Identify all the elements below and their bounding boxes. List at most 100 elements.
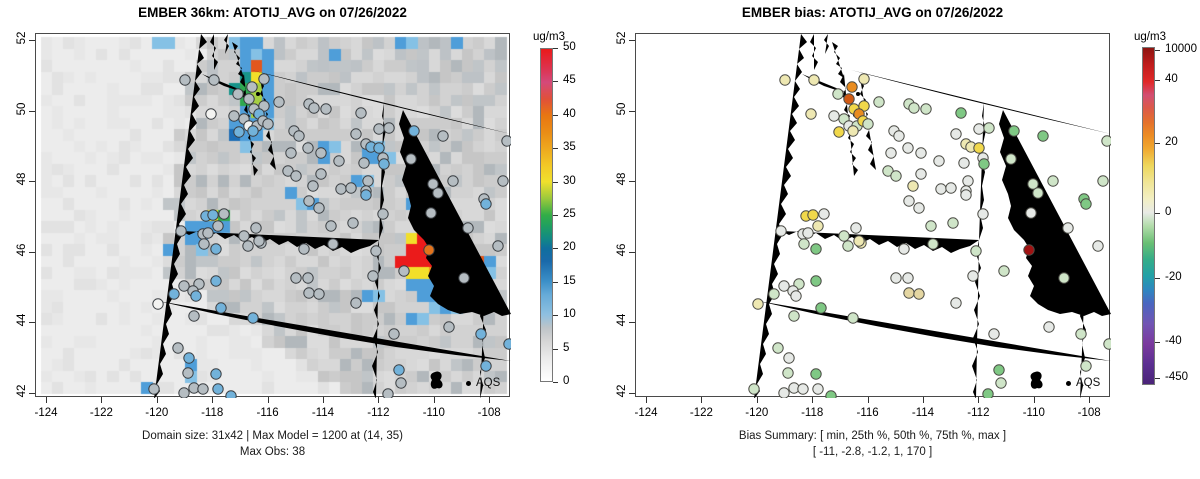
station-dot	[903, 195, 915, 207]
station-dot	[958, 157, 970, 169]
colorbar-tick	[553, 248, 558, 250]
y-axis-tick-label: 42	[16, 384, 28, 398]
station-dot	[1027, 178, 1039, 190]
colorbar-tick-label: 10000	[1165, 43, 1197, 55]
station-dot	[480, 198, 492, 210]
station-dot	[367, 270, 379, 282]
y-axis-tick-label: 52	[16, 31, 28, 45]
station-dot	[447, 175, 459, 187]
colorbar-tick	[553, 81, 558, 83]
station-dot	[218, 208, 230, 220]
station-dot	[398, 265, 410, 277]
y-axis-tick	[629, 393, 635, 394]
station-dot	[988, 328, 1000, 340]
station-dot	[890, 170, 902, 182]
station-dot	[293, 130, 305, 142]
station-dot	[443, 321, 455, 333]
x-axis-tick-label: -122	[689, 407, 713, 419]
station-dot	[225, 390, 237, 398]
station-dot	[238, 230, 250, 242]
x-axis-tick	[756, 397, 758, 403]
station-dot	[233, 126, 245, 138]
x-axis-tick	[46, 397, 47, 403]
aqs-legend-label: AQS	[476, 377, 501, 389]
station-dot	[1075, 328, 1087, 340]
x-axis-tick-label: -118	[201, 407, 224, 419]
x-axis-tick	[212, 397, 214, 403]
station-dot	[388, 328, 400, 340]
station-dot	[382, 388, 394, 398]
station-dot	[955, 107, 967, 119]
station-dot	[778, 387, 790, 398]
colorbar-tick-label: 0	[563, 375, 570, 387]
station-dot	[182, 367, 194, 379]
station-dot	[408, 125, 420, 137]
colorbar-tick	[553, 48, 558, 49]
station-dot	[810, 243, 822, 255]
station-dot	[350, 128, 362, 140]
station-dot	[808, 74, 820, 86]
x-axis-tick	[489, 397, 491, 403]
left-colorbar-title: ug/m3	[533, 31, 565, 43]
colorbar-tick-label: -20	[1165, 271, 1182, 283]
station-dot	[243, 93, 255, 105]
station-dot	[210, 275, 222, 287]
station-dot	[202, 227, 214, 239]
x-axis-tick-label: -122	[89, 407, 113, 419]
right-panel-title: EMBER bias: ATOTIJ_AVG on 07/26/2022	[741, 5, 1004, 20]
station-dot	[178, 387, 190, 398]
station-dot	[1080, 360, 1092, 372]
station-dot	[790, 290, 802, 302]
station-dot	[862, 118, 874, 130]
station-dot	[373, 123, 385, 135]
station-dot	[797, 383, 809, 395]
station-dot	[752, 298, 764, 310]
station-dot	[847, 125, 859, 137]
colorbar-tick-label: 50	[563, 41, 576, 53]
station-dot	[853, 235, 865, 247]
station-dot	[1080, 198, 1092, 210]
station-dot	[1005, 153, 1017, 165]
station-dot	[995, 377, 1007, 389]
x-axis-tick	[923, 397, 924, 403]
aqs-legend: AQS	[1066, 377, 1100, 389]
colorbar-tick	[1155, 50, 1160, 51]
station-dot	[373, 142, 385, 154]
station-dot	[828, 110, 840, 122]
y-axis-tick-label: 48	[616, 172, 628, 186]
station-dot	[902, 272, 914, 284]
colorbar-tick	[1155, 378, 1160, 379]
station-dot	[898, 243, 910, 255]
station-dot	[788, 310, 800, 322]
station-dot	[350, 297, 362, 309]
y-axis-tick-label: 48	[16, 172, 28, 186]
station-dot	[947, 217, 959, 229]
station-dot	[915, 147, 927, 159]
x-axis-tick-label: -120	[745, 407, 769, 419]
station-dot	[935, 183, 947, 195]
station-dot	[362, 175, 374, 187]
x-axis-tick-label: -124	[634, 407, 658, 419]
station-dot	[178, 280, 190, 292]
station-dot	[325, 220, 337, 232]
x-axis-tick	[433, 397, 435, 403]
station-dot	[313, 288, 325, 300]
station-dot	[247, 125, 259, 137]
colorbar-tick	[553, 181, 558, 183]
x-axis-tick-label: -110	[1022, 407, 1045, 419]
station-dot	[405, 153, 417, 165]
station-dot	[850, 222, 862, 234]
station-dot	[262, 118, 274, 130]
station-dot	[228, 110, 240, 122]
station-dot	[307, 180, 319, 192]
y-axis-tick	[629, 322, 635, 324]
station-dot	[335, 183, 347, 195]
y-axis-tick	[29, 393, 35, 394]
y-axis-tick-label: 52	[616, 31, 628, 45]
y-axis-tick	[29, 322, 35, 324]
station-dot	[807, 209, 819, 221]
model-map-plot: AQS	[35, 33, 511, 398]
station-dot	[168, 288, 180, 300]
station-dot	[210, 368, 222, 380]
